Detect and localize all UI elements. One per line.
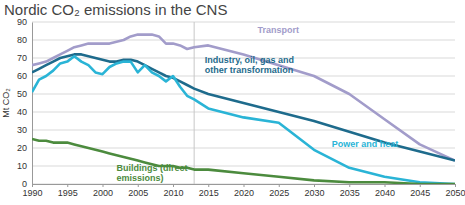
- tick: 2050: [445, 184, 465, 198]
- tick-mark: [314, 184, 315, 187]
- tick-mark: [138, 184, 139, 187]
- tick: 2030: [304, 184, 324, 198]
- tick-mark: [67, 184, 68, 187]
- tick-label: 1990: [22, 188, 42, 198]
- tick: 40: [17, 107, 32, 117]
- axis-line: [32, 23, 33, 185]
- tick-mark: [244, 184, 245, 187]
- tick: 2005: [128, 184, 148, 198]
- tick: 70: [17, 53, 32, 63]
- series-line: [32, 139, 455, 184]
- title: Nordic CO₂ emissions in the CNS: [4, 1, 227, 18]
- tick-label: 2035: [340, 188, 360, 198]
- tick-label: 2005: [128, 188, 148, 198]
- tick-label: 20: [17, 143, 27, 153]
- tick-label: 2015: [199, 188, 219, 198]
- y-axis-title: Mt CO₂: [1, 88, 11, 118]
- series-labels: Transport Industry, oil, gas andother tra…: [117, 25, 399, 183]
- grid-line: [32, 76, 455, 77]
- tick: 60: [17, 71, 32, 81]
- series-label: Power and heat: [332, 139, 399, 149]
- tick: 20: [17, 143, 32, 153]
- grid-line: [32, 166, 455, 167]
- tick: 2045: [410, 184, 430, 198]
- grid-line: [32, 94, 455, 95]
- grid-line: [32, 40, 455, 41]
- series-label: Transport: [258, 25, 300, 35]
- tick: 90: [17, 17, 32, 27]
- grid-line: [32, 130, 455, 131]
- tick: 2025: [269, 184, 289, 198]
- plot-area: [32, 22, 455, 184]
- tick-mark: [173, 184, 174, 187]
- tick: 1995: [58, 184, 78, 198]
- tick-label: 40: [17, 107, 27, 117]
- y-axis: 0102030405060708090: [17, 17, 33, 189]
- tick-label: 10: [17, 161, 27, 171]
- tick-mark: [208, 184, 209, 187]
- tick-label: 60: [17, 71, 27, 81]
- tick-label: 2045: [410, 188, 430, 198]
- tick-mark: [455, 184, 456, 187]
- tick-label: 2050: [445, 188, 465, 198]
- tick-label: 1995: [58, 188, 78, 198]
- chart: Nordic CO₂ emissions in the CNSMt CO₂010…: [0, 0, 465, 205]
- x-axis: 1990 1995 2000 2005 2010 2015 2020 2025 2030 2035…: [22, 184, 465, 198]
- series-line: [32, 35, 455, 161]
- tick-label: 30: [17, 125, 27, 135]
- tick-mark: [349, 184, 350, 187]
- tick: 2000: [93, 184, 113, 198]
- tick: 2035: [340, 184, 360, 198]
- tick: 30: [17, 125, 32, 135]
- series-line: [32, 54, 455, 160]
- grid: [32, 22, 455, 184]
- tick: 2020: [234, 184, 254, 198]
- tick: 2010: [163, 184, 183, 198]
- series-label: Industry, oil, gas andother transformati…: [205, 55, 294, 75]
- tick-mark: [103, 184, 104, 187]
- tick: 50: [17, 89, 32, 99]
- tick-label: 2040: [375, 188, 395, 198]
- tick: 10: [17, 161, 32, 171]
- tick-label: 90: [17, 17, 27, 27]
- series-label: Buildings (directemissions): [117, 163, 188, 183]
- tick: 80: [17, 35, 32, 45]
- tick-label: 80: [17, 35, 27, 45]
- grid-line: [32, 22, 455, 23]
- tick-label: 2030: [304, 188, 324, 198]
- series-line: [32, 56, 455, 184]
- tick-mark: [279, 184, 280, 187]
- tick-label: 70: [17, 53, 27, 63]
- tick-label: 2020: [234, 188, 254, 198]
- tick: 2040: [375, 184, 395, 198]
- grid-line: [32, 112, 455, 113]
- tick-label: 2025: [269, 188, 289, 198]
- tick-label: 2000: [93, 188, 113, 198]
- tick-mark: [32, 184, 33, 187]
- tick: 1990: [22, 184, 42, 198]
- tick-label: 50: [17, 89, 27, 99]
- axis-line: [33, 185, 456, 188]
- tick-mark: [420, 184, 421, 187]
- tick-label: 2010: [163, 188, 183, 198]
- tick: 2015: [199, 184, 219, 198]
- tick-mark: [385, 184, 386, 187]
